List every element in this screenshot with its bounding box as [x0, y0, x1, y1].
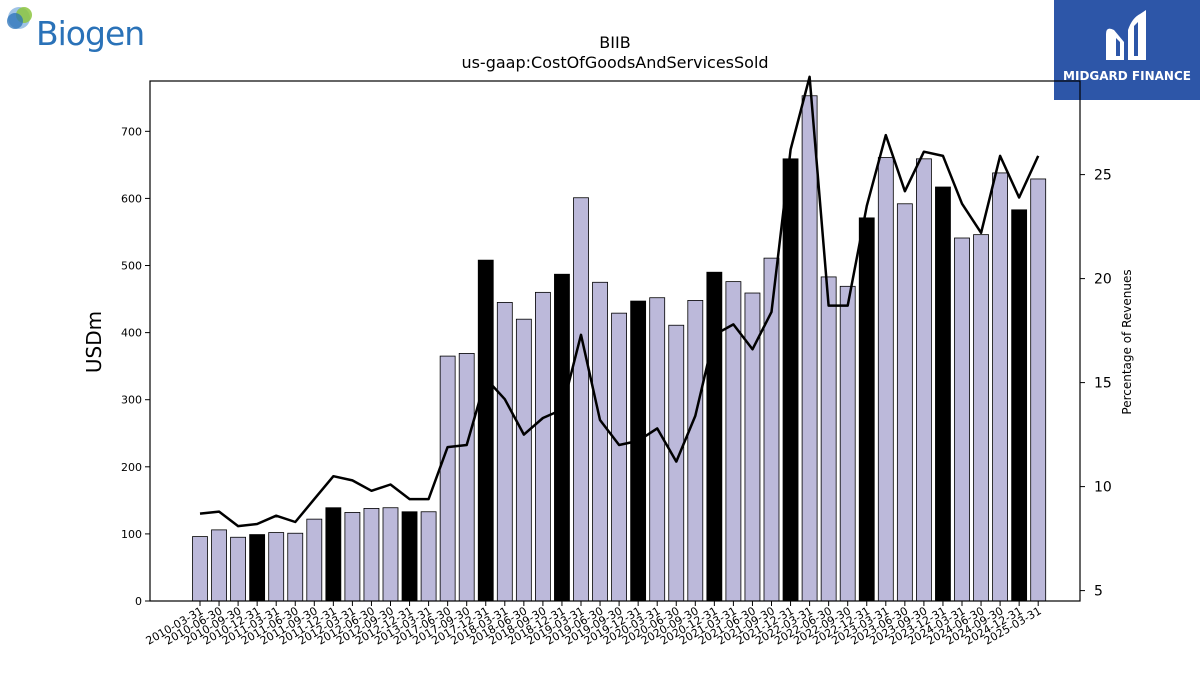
- bar: [535, 291, 551, 602]
- bar: [954, 237, 970, 602]
- bar: [211, 529, 227, 602]
- bar: [973, 234, 989, 602]
- midgard-m-icon: [1106, 10, 1146, 60]
- percentage-line: [199, 75, 1040, 528]
- bar: [401, 511, 418, 602]
- bar: [554, 273, 570, 602]
- bar: [344, 512, 361, 602]
- bar: [458, 353, 475, 602]
- y-tick-label: 300: [121, 394, 142, 407]
- plot-frame: [149, 80, 1081, 602]
- bar: [439, 355, 456, 602]
- bar: [363, 508, 380, 602]
- midgard-finance-logo: MIDGARD FINANCE: [1054, 0, 1200, 100]
- bar: [477, 259, 494, 602]
- y2-tick-label: 15: [1094, 376, 1112, 392]
- y2-axis-label: Percentage of Revenues: [1120, 269, 1134, 414]
- bar: [325, 507, 342, 602]
- y-tick-label: 600: [121, 192, 142, 205]
- y2-tick-label: 10: [1094, 480, 1112, 496]
- midgard-brand-text: MIDGARD FINANCE: [1063, 69, 1191, 83]
- bar: [706, 271, 723, 602]
- bar: [992, 172, 1008, 602]
- biogen-wordmark: Biogen: [36, 14, 145, 53]
- bar: [858, 217, 875, 602]
- bar: [249, 534, 266, 602]
- bar: [668, 324, 685, 602]
- bar-series: [192, 95, 1047, 602]
- bar: [839, 285, 856, 602]
- line-series: [199, 75, 1040, 528]
- bar: [687, 300, 704, 602]
- y-tick-label: 500: [121, 260, 142, 273]
- bar: [611, 312, 627, 602]
- biogen-logo: Biogen: [4, 4, 149, 54]
- bar: [382, 507, 399, 602]
- bar: [801, 95, 818, 602]
- y-axis-label: USDm: [82, 311, 106, 373]
- bar: [268, 532, 285, 602]
- y2-tick-label: 5: [1094, 584, 1103, 600]
- bar: [649, 297, 666, 602]
- bar: [820, 276, 837, 602]
- bar: [287, 532, 304, 602]
- bar: [630, 300, 647, 602]
- bar: [592, 281, 608, 602]
- chart-subtitle: us-gaap:CostOfGoodsAndServicesSold: [461, 53, 768, 72]
- bar: [877, 157, 894, 602]
- bar: [306, 518, 323, 602]
- y-tick-label: 200: [121, 461, 142, 474]
- y-tick-label: 0: [135, 595, 142, 608]
- y2-tick-label: 25: [1094, 168, 1112, 184]
- bar: [496, 302, 513, 602]
- bar: [782, 158, 799, 602]
- y-tick-label: 100: [121, 528, 142, 541]
- y-tick-label: 700: [121, 125, 142, 138]
- bar: [1011, 209, 1028, 602]
- bar: [192, 536, 208, 602]
- y2-tick-label: 20: [1094, 272, 1112, 288]
- bar: [515, 318, 532, 602]
- bar: [573, 197, 589, 602]
- bar: [1030, 178, 1047, 602]
- axes: 01002003004005006007005101520252010-03-3…: [121, 80, 1112, 648]
- bar: [230, 536, 247, 602]
- biogen-globe-icon: [7, 7, 32, 29]
- y-tick-label: 400: [121, 327, 142, 340]
- bar: [896, 203, 913, 602]
- bar: [420, 511, 437, 602]
- bar: [916, 158, 932, 602]
- bar: [935, 186, 951, 602]
- chart-title: BIIB: [599, 33, 630, 52]
